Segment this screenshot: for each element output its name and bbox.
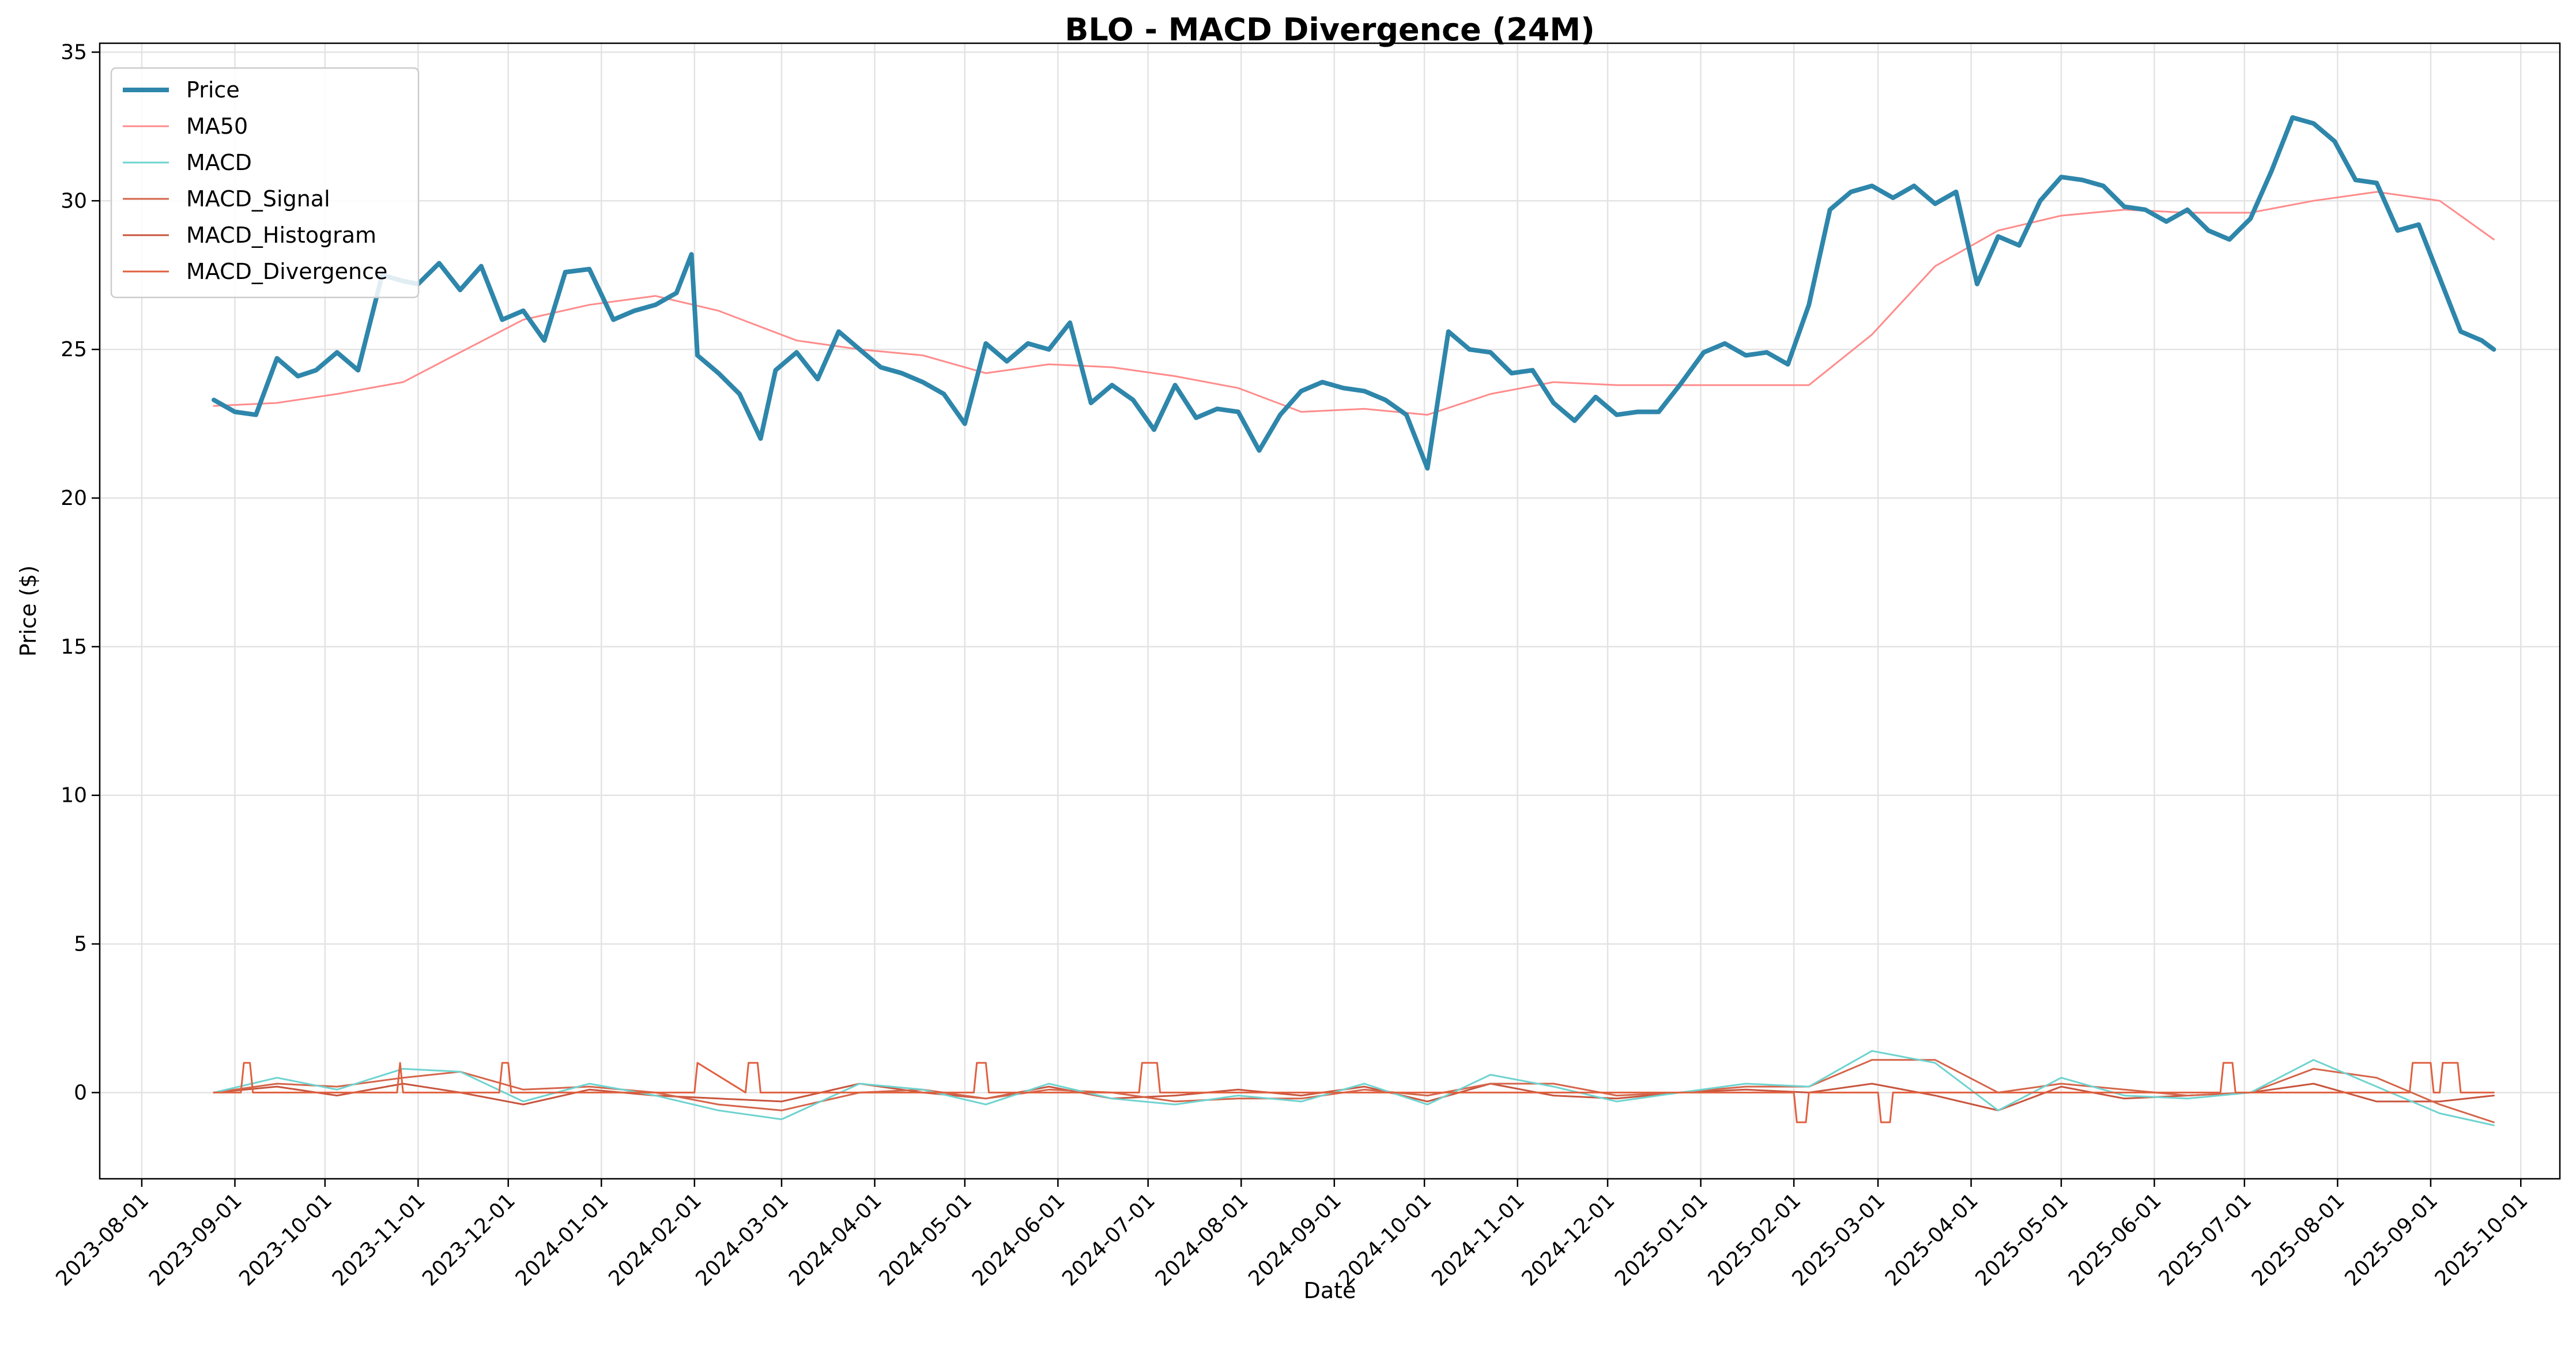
plot-frame: [99, 42, 2561, 1180]
y-tick-label: 20: [61, 486, 87, 510]
y-tick-label: 15: [61, 635, 87, 659]
chart-title: BLO - MACD Divergence (24M): [1065, 12, 1595, 48]
legend-label-macd-divergence: MACD_Divergence: [186, 259, 387, 284]
series-line-macd-histogram: [213, 1083, 2495, 1111]
series-line-macd: [213, 1050, 2495, 1126]
y-tick-label: 5: [74, 933, 87, 956]
legend-label-macd-signal: MACD_Signal: [186, 186, 330, 212]
y-tick-label: 0: [74, 1081, 87, 1104]
y-tick-label: 35: [61, 40, 87, 64]
series-line-ma50: [213, 191, 2495, 416]
y-tick-label: 30: [61, 189, 87, 213]
series-layer: [212, 115, 2496, 1126]
series-line-macd-divergence: [213, 1062, 2495, 1123]
legend-label-macd-histogram: MACD_Histogram: [186, 222, 376, 248]
series-line-macd-signal: [213, 1059, 2495, 1123]
legend-box: [110, 67, 420, 299]
legend-label-macd: MACD: [186, 150, 252, 175]
legend-label-ma50: MA50: [186, 114, 248, 139]
legend: Price MA50 MACD MACD_Signal MACD_Histogram MA…: [110, 67, 420, 299]
y-tick-label: 10: [61, 784, 87, 808]
legend-label-price: Price: [186, 77, 240, 103]
y-tick-label: 25: [61, 338, 87, 361]
y-axis-label: Price ($): [16, 565, 41, 657]
x-axis-label: Date: [1304, 1278, 1356, 1303]
series-line-price: [212, 115, 2496, 471]
